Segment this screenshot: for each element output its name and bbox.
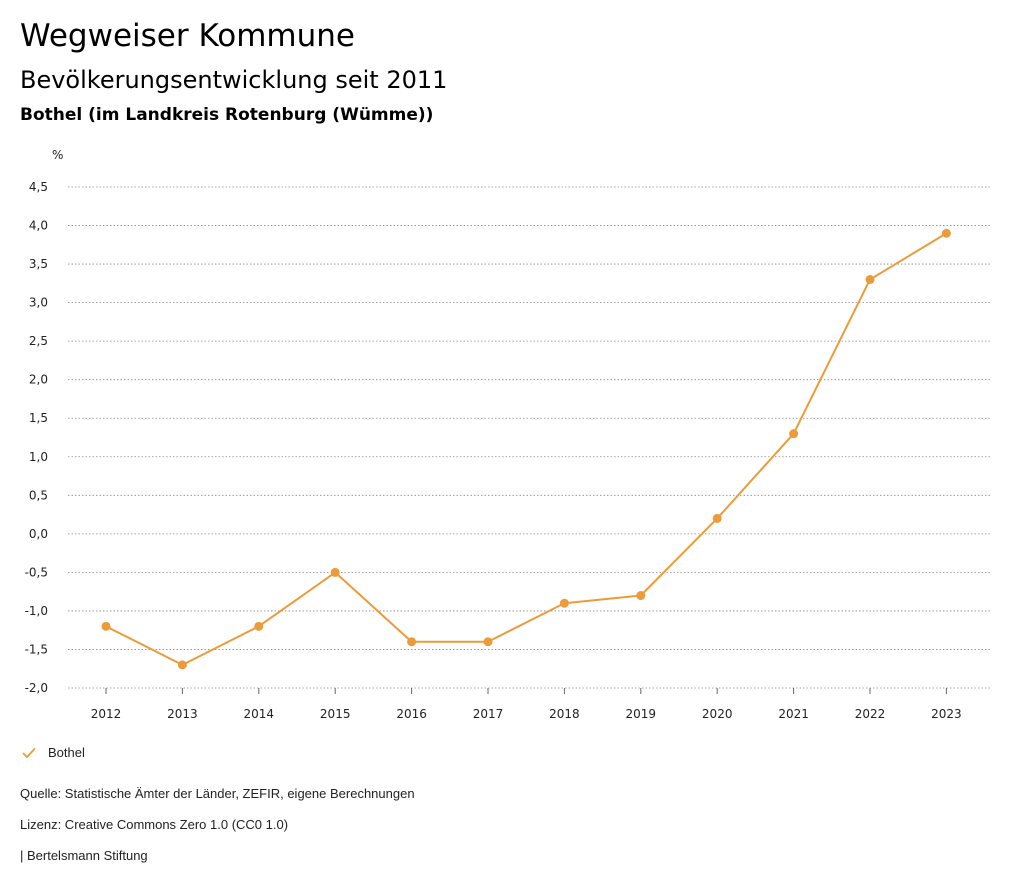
chart-subtitle: Bevölkerungsentwicklung seit 2011 xyxy=(20,66,448,94)
y-tick-label: 2,0 xyxy=(29,373,48,387)
data-point xyxy=(559,598,569,608)
x-tick-label: 2013 xyxy=(167,707,198,721)
y-tick-label: 3,0 xyxy=(29,296,48,310)
data-point xyxy=(483,637,493,647)
y-tick-label: 1,0 xyxy=(29,450,48,464)
x-tick-label: 2020 xyxy=(702,707,733,721)
data-point xyxy=(407,637,417,647)
legend-check-icon xyxy=(22,747,36,758)
license-note: Lizenz: Creative Commons Zero 1.0 (CC0 1… xyxy=(20,817,289,832)
y-tick-label: 4,5 xyxy=(29,180,48,194)
data-point xyxy=(636,591,646,601)
y-tick-label: 4,0 xyxy=(29,219,48,233)
source-note: Quelle: Statistische Ämter der Länder, Z… xyxy=(20,786,415,801)
y-tick-label: 2,5 xyxy=(29,334,48,348)
data-point xyxy=(865,274,875,284)
x-tick-label: 2018 xyxy=(549,707,580,721)
data-point xyxy=(101,621,111,631)
data-point xyxy=(789,429,799,439)
y-tick-label: 0,5 xyxy=(29,488,48,502)
x-tick-label: 2019 xyxy=(626,707,657,721)
data-point xyxy=(254,621,264,631)
location-label: Bothel (im Landkreis Rotenburg (Wümme)) xyxy=(20,105,434,125)
data-point xyxy=(941,228,951,238)
y-tick-label: 0,0 xyxy=(29,527,48,541)
x-tick-label: 2023 xyxy=(931,707,962,721)
x-tick-label: 2017 xyxy=(473,707,504,721)
y-tick-label: -1,5 xyxy=(25,642,48,656)
y-tick-label: -2,0 xyxy=(25,681,48,695)
x-tick-label: 2016 xyxy=(396,707,427,721)
x-tick-label: 2021 xyxy=(778,707,809,721)
publisher-note: | Bertelsmann Stiftung xyxy=(20,848,148,863)
legend[interactable]: Bothel xyxy=(22,745,85,760)
y-tick-label: 1,5 xyxy=(29,411,48,425)
y-axis-unit-label: % xyxy=(52,148,63,162)
x-tick-label: 2014 xyxy=(244,707,275,721)
y-tick-label: 3,5 xyxy=(29,257,48,271)
x-tick-label: 2015 xyxy=(320,707,351,721)
x-tick-label: 2012 xyxy=(91,707,122,721)
y-tick-label: -0,5 xyxy=(25,565,48,579)
line-chart: % 4,5 4,0 3,5 3,0 2,5 2,0 1,5 1,0 0,5 0,0 -0,5 -1,0 -… xyxy=(25,148,990,721)
data-point xyxy=(330,567,340,577)
data-point xyxy=(177,660,187,670)
x-tick-label: 2022 xyxy=(855,707,886,721)
page-title: Wegweiser Kommune xyxy=(20,18,355,54)
data-point xyxy=(712,513,722,523)
series-line xyxy=(105,232,947,666)
legend-label: Bothel xyxy=(48,745,85,760)
y-tick-label: -1,0 xyxy=(25,604,48,618)
